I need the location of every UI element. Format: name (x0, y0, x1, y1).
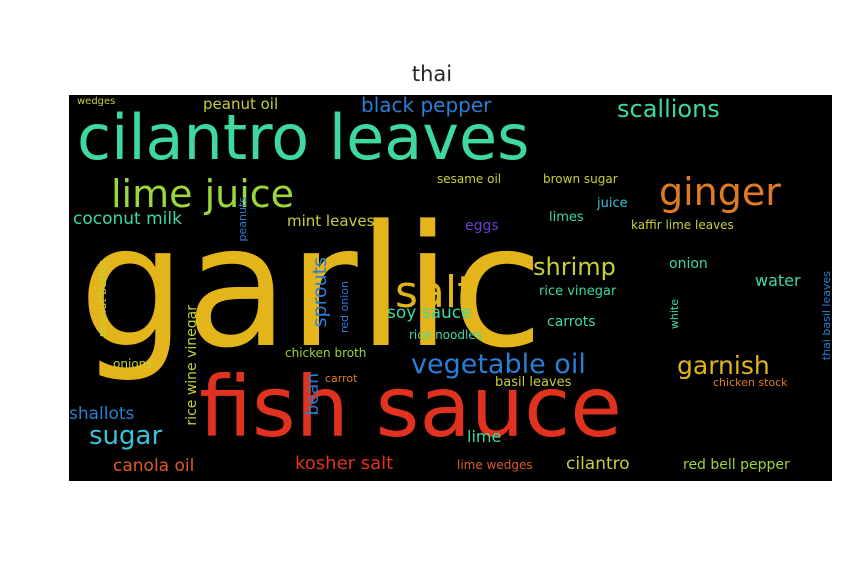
word: red onion (338, 281, 351, 333)
word: shrimp (533, 253, 616, 281)
word: wedges (77, 96, 116, 107)
word: white (668, 299, 681, 330)
word: kaffir lime leaves (631, 218, 734, 232)
word: mint leaves (287, 212, 375, 230)
word: chicken stock (713, 376, 788, 389)
word-cloud: garlic fish sauce cilantro leaves lime j… (69, 95, 832, 481)
word: sesame oil (437, 172, 502, 186)
word: peanut oil (203, 95, 279, 113)
word: canola oil (113, 456, 195, 476)
word: sugar (89, 421, 163, 451)
word: bean (303, 373, 323, 416)
word: vegetable oil (411, 349, 586, 380)
word: red bell pepper (683, 457, 790, 473)
word: ginger (659, 170, 781, 214)
word: limes (549, 210, 584, 225)
word: water (755, 271, 801, 290)
word: onions (113, 357, 153, 371)
word: kosher salt (295, 453, 394, 474)
word: black pepper (361, 95, 492, 117)
word: onion (669, 256, 708, 272)
word: soy sauce (387, 303, 472, 323)
word: lime wedges (457, 458, 533, 472)
word: thai basil leaves (820, 271, 832, 361)
word: eggs (465, 218, 499, 234)
word: rice vinegar (539, 284, 617, 299)
word: basil leaves (495, 375, 572, 390)
word: peanut butter (96, 261, 109, 338)
word: sprouts (309, 257, 331, 328)
word: coconut milk (73, 209, 182, 229)
word: lime juice (111, 172, 295, 216)
word: peanuts (236, 197, 249, 242)
word: carrot (325, 372, 358, 385)
word: juice (597, 196, 628, 211)
word: cilantro (566, 454, 630, 474)
word: garlic (79, 189, 544, 385)
word: brown sugar (543, 172, 618, 186)
word: shallots (69, 404, 135, 424)
word: fish sauce (199, 358, 622, 456)
word: salt (395, 267, 475, 318)
word: rice wine vinegar (184, 305, 200, 426)
word: garnish (677, 351, 770, 380)
chart-title: thai (411, 62, 453, 86)
word: cilantro leaves (77, 101, 530, 174)
word: carrots (547, 314, 596, 330)
word: scallions (617, 95, 720, 123)
word: lime (467, 427, 502, 446)
word: rice noodles (409, 328, 482, 342)
word: chicken broth (285, 346, 367, 360)
